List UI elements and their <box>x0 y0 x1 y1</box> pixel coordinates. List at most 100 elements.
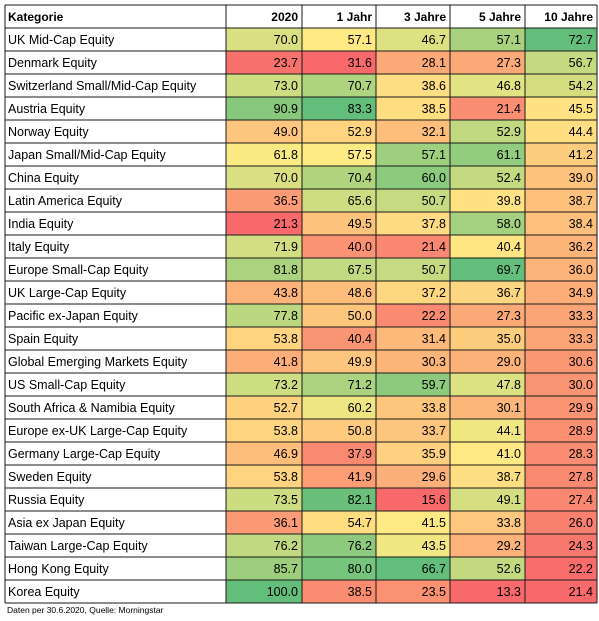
heatmap-cell <box>302 51 376 74</box>
cell-value: 70.0 <box>274 33 298 47</box>
footnote: Daten per 30.6.2020, Quelle: Morningstar <box>7 605 164 615</box>
cell-value: 52.4 <box>497 171 521 185</box>
cell-value: 36.5 <box>274 194 298 208</box>
heatmap-cell <box>302 189 376 212</box>
heatmap-cell <box>450 212 525 235</box>
cell-value: 50.7 <box>422 263 446 277</box>
cell-value: 28.1 <box>422 56 446 70</box>
cell-value: 73.2 <box>274 378 298 392</box>
cell-value: 33.7 <box>422 424 446 438</box>
cell-value: 57.1 <box>348 33 372 47</box>
heatmap-cell <box>376 396 450 419</box>
heatmap-cell <box>376 488 450 511</box>
cell-value: 37.2 <box>422 286 446 300</box>
cell-value: 35.9 <box>422 447 446 461</box>
heatmap-cell <box>450 350 525 373</box>
cell-value: 57.1 <box>497 33 521 47</box>
cell-value: 33.3 <box>569 332 593 346</box>
row-label: Spain Equity <box>8 332 79 346</box>
heatmap-cell <box>376 419 450 442</box>
heatmap-cell <box>525 235 597 258</box>
cell-value: 57.5 <box>348 148 372 162</box>
cell-value: 29.2 <box>497 539 521 553</box>
heatmap-cell <box>450 51 525 74</box>
heatmap-cell <box>525 28 597 51</box>
heatmap-cell <box>450 235 525 258</box>
cell-value: 29.6 <box>422 470 446 484</box>
row-label: Latin America Equity <box>8 194 123 208</box>
heatmap-cell <box>450 258 525 281</box>
heatmap-cell <box>226 511 302 534</box>
cell-value: 43.5 <box>422 539 446 553</box>
cell-value: 21.3 <box>274 217 298 231</box>
cell-value: 52.7 <box>274 401 298 415</box>
heatmap-cell <box>525 281 597 304</box>
column-header: 10 Jahre <box>544 10 593 24</box>
cell-value: 82.1 <box>348 493 372 507</box>
heatmap-cell <box>302 97 376 120</box>
heatmap-cell <box>525 396 597 419</box>
row-label: Switzerland Small/Mid-Cap Equity <box>8 79 197 93</box>
heatmap-cell <box>302 465 376 488</box>
heatmap-cell <box>450 442 525 465</box>
heatmap-cell <box>226 51 302 74</box>
row-label: China Equity <box>8 171 80 185</box>
row-label: South Africa & Namibia Equity <box>8 401 175 415</box>
cell-value: 26.0 <box>569 516 593 530</box>
heatmap-cell <box>525 373 597 396</box>
heatmap-cell <box>525 97 597 120</box>
heatmap-cell <box>226 580 302 603</box>
heatmap-cell <box>376 442 450 465</box>
row-label: Russia Equity <box>8 493 85 507</box>
heatmap-cell <box>525 304 597 327</box>
cell-value: 83.3 <box>348 102 372 116</box>
cell-value: 73.5 <box>274 493 298 507</box>
cell-value: 41.9 <box>348 470 372 484</box>
cell-value: 65.6 <box>348 194 372 208</box>
cell-value: 46.9 <box>274 447 298 461</box>
cell-value: 22.2 <box>422 309 446 323</box>
row-label: Korea Equity <box>8 585 80 599</box>
heatmap-cell <box>376 304 450 327</box>
heatmap-cell <box>376 580 450 603</box>
cell-value: 70.4 <box>348 171 372 185</box>
heatmap-cell <box>450 74 525 97</box>
row-label: Asia ex Japan Equity <box>8 516 125 530</box>
heatmap-cell <box>525 120 597 143</box>
heatmap-cell <box>525 258 597 281</box>
heatmap-cell <box>450 373 525 396</box>
cell-value: 37.9 <box>348 447 372 461</box>
row-label: Pacific ex-Japan Equity <box>8 309 139 323</box>
cell-value: 52.6 <box>497 562 521 576</box>
heatmap-cell <box>376 534 450 557</box>
cell-value: 77.8 <box>274 309 298 323</box>
heatmap-cell <box>525 511 597 534</box>
heatmap-cell <box>302 120 376 143</box>
cell-value: 39.8 <box>497 194 521 208</box>
heatmap-cell <box>525 350 597 373</box>
row-label: Germany Large-Cap Equity <box>8 447 161 461</box>
cell-value: 23.7 <box>274 56 298 70</box>
cell-value: 90.9 <box>274 102 298 116</box>
heatmap-cell <box>450 488 525 511</box>
cell-value: 49.9 <box>348 355 372 369</box>
cell-value: 31.6 <box>348 56 372 70</box>
heatmap-cell <box>226 304 302 327</box>
heatmap-cell <box>302 258 376 281</box>
heatmap-cell <box>302 511 376 534</box>
heatmap-cell <box>525 442 597 465</box>
heatmap-cell <box>302 327 376 350</box>
cell-value: 38.5 <box>348 585 372 599</box>
cell-value: 39.0 <box>569 171 593 185</box>
cell-value: 30.0 <box>569 378 593 392</box>
cell-value: 22.2 <box>569 562 593 576</box>
heatmap-cell <box>450 396 525 419</box>
cell-value: 73.0 <box>274 79 298 93</box>
heatmap-cell <box>302 350 376 373</box>
cell-value: 70.0 <box>274 171 298 185</box>
cell-value: 53.8 <box>274 470 298 484</box>
row-label: India Equity <box>8 217 74 231</box>
heatmap-cell <box>226 28 302 51</box>
heatmap-cell <box>226 120 302 143</box>
cell-value: 41.2 <box>569 148 593 162</box>
